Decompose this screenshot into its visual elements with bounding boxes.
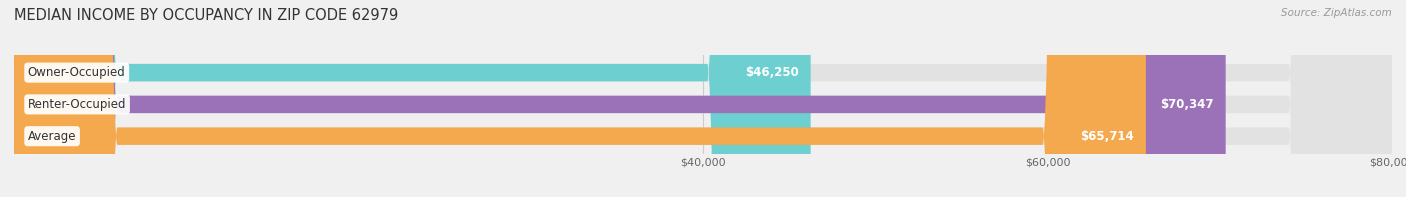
Text: MEDIAN INCOME BY OCCUPANCY IN ZIP CODE 62979: MEDIAN INCOME BY OCCUPANCY IN ZIP CODE 6… (14, 8, 398, 23)
FancyBboxPatch shape (14, 0, 1392, 197)
FancyBboxPatch shape (14, 0, 1226, 197)
Text: $65,714: $65,714 (1080, 130, 1133, 143)
Text: Renter-Occupied: Renter-Occupied (28, 98, 127, 111)
FancyBboxPatch shape (14, 0, 811, 197)
Text: Source: ZipAtlas.com: Source: ZipAtlas.com (1281, 8, 1392, 18)
FancyBboxPatch shape (14, 0, 1392, 197)
FancyBboxPatch shape (14, 0, 1392, 197)
Text: Owner-Occupied: Owner-Occupied (28, 66, 125, 79)
FancyBboxPatch shape (14, 0, 1146, 197)
Text: $70,347: $70,347 (1160, 98, 1213, 111)
Text: $46,250: $46,250 (745, 66, 799, 79)
Text: Average: Average (28, 130, 76, 143)
